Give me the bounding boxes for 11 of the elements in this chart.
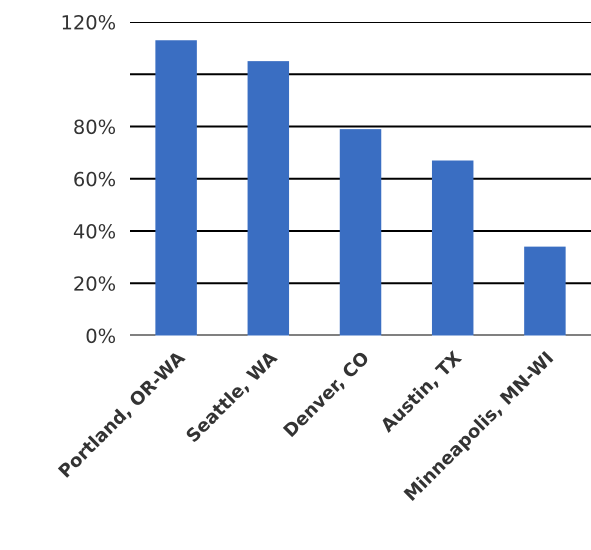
- y-tick-label: 20%: [74, 276, 116, 291]
- y-tick-label: 40%: [74, 224, 116, 239]
- bar: [155, 40, 197, 336]
- y-tick-label: 120%: [62, 14, 116, 30]
- y-tick-label: 0%: [86, 328, 116, 344]
- bar: [432, 160, 474, 336]
- y-tick-label: 80%: [74, 119, 116, 134]
- y-tick-label: 60%: [74, 172, 116, 186]
- bar: [248, 61, 290, 336]
- bar: [524, 246, 566, 336]
- bar: [340, 129, 382, 336]
